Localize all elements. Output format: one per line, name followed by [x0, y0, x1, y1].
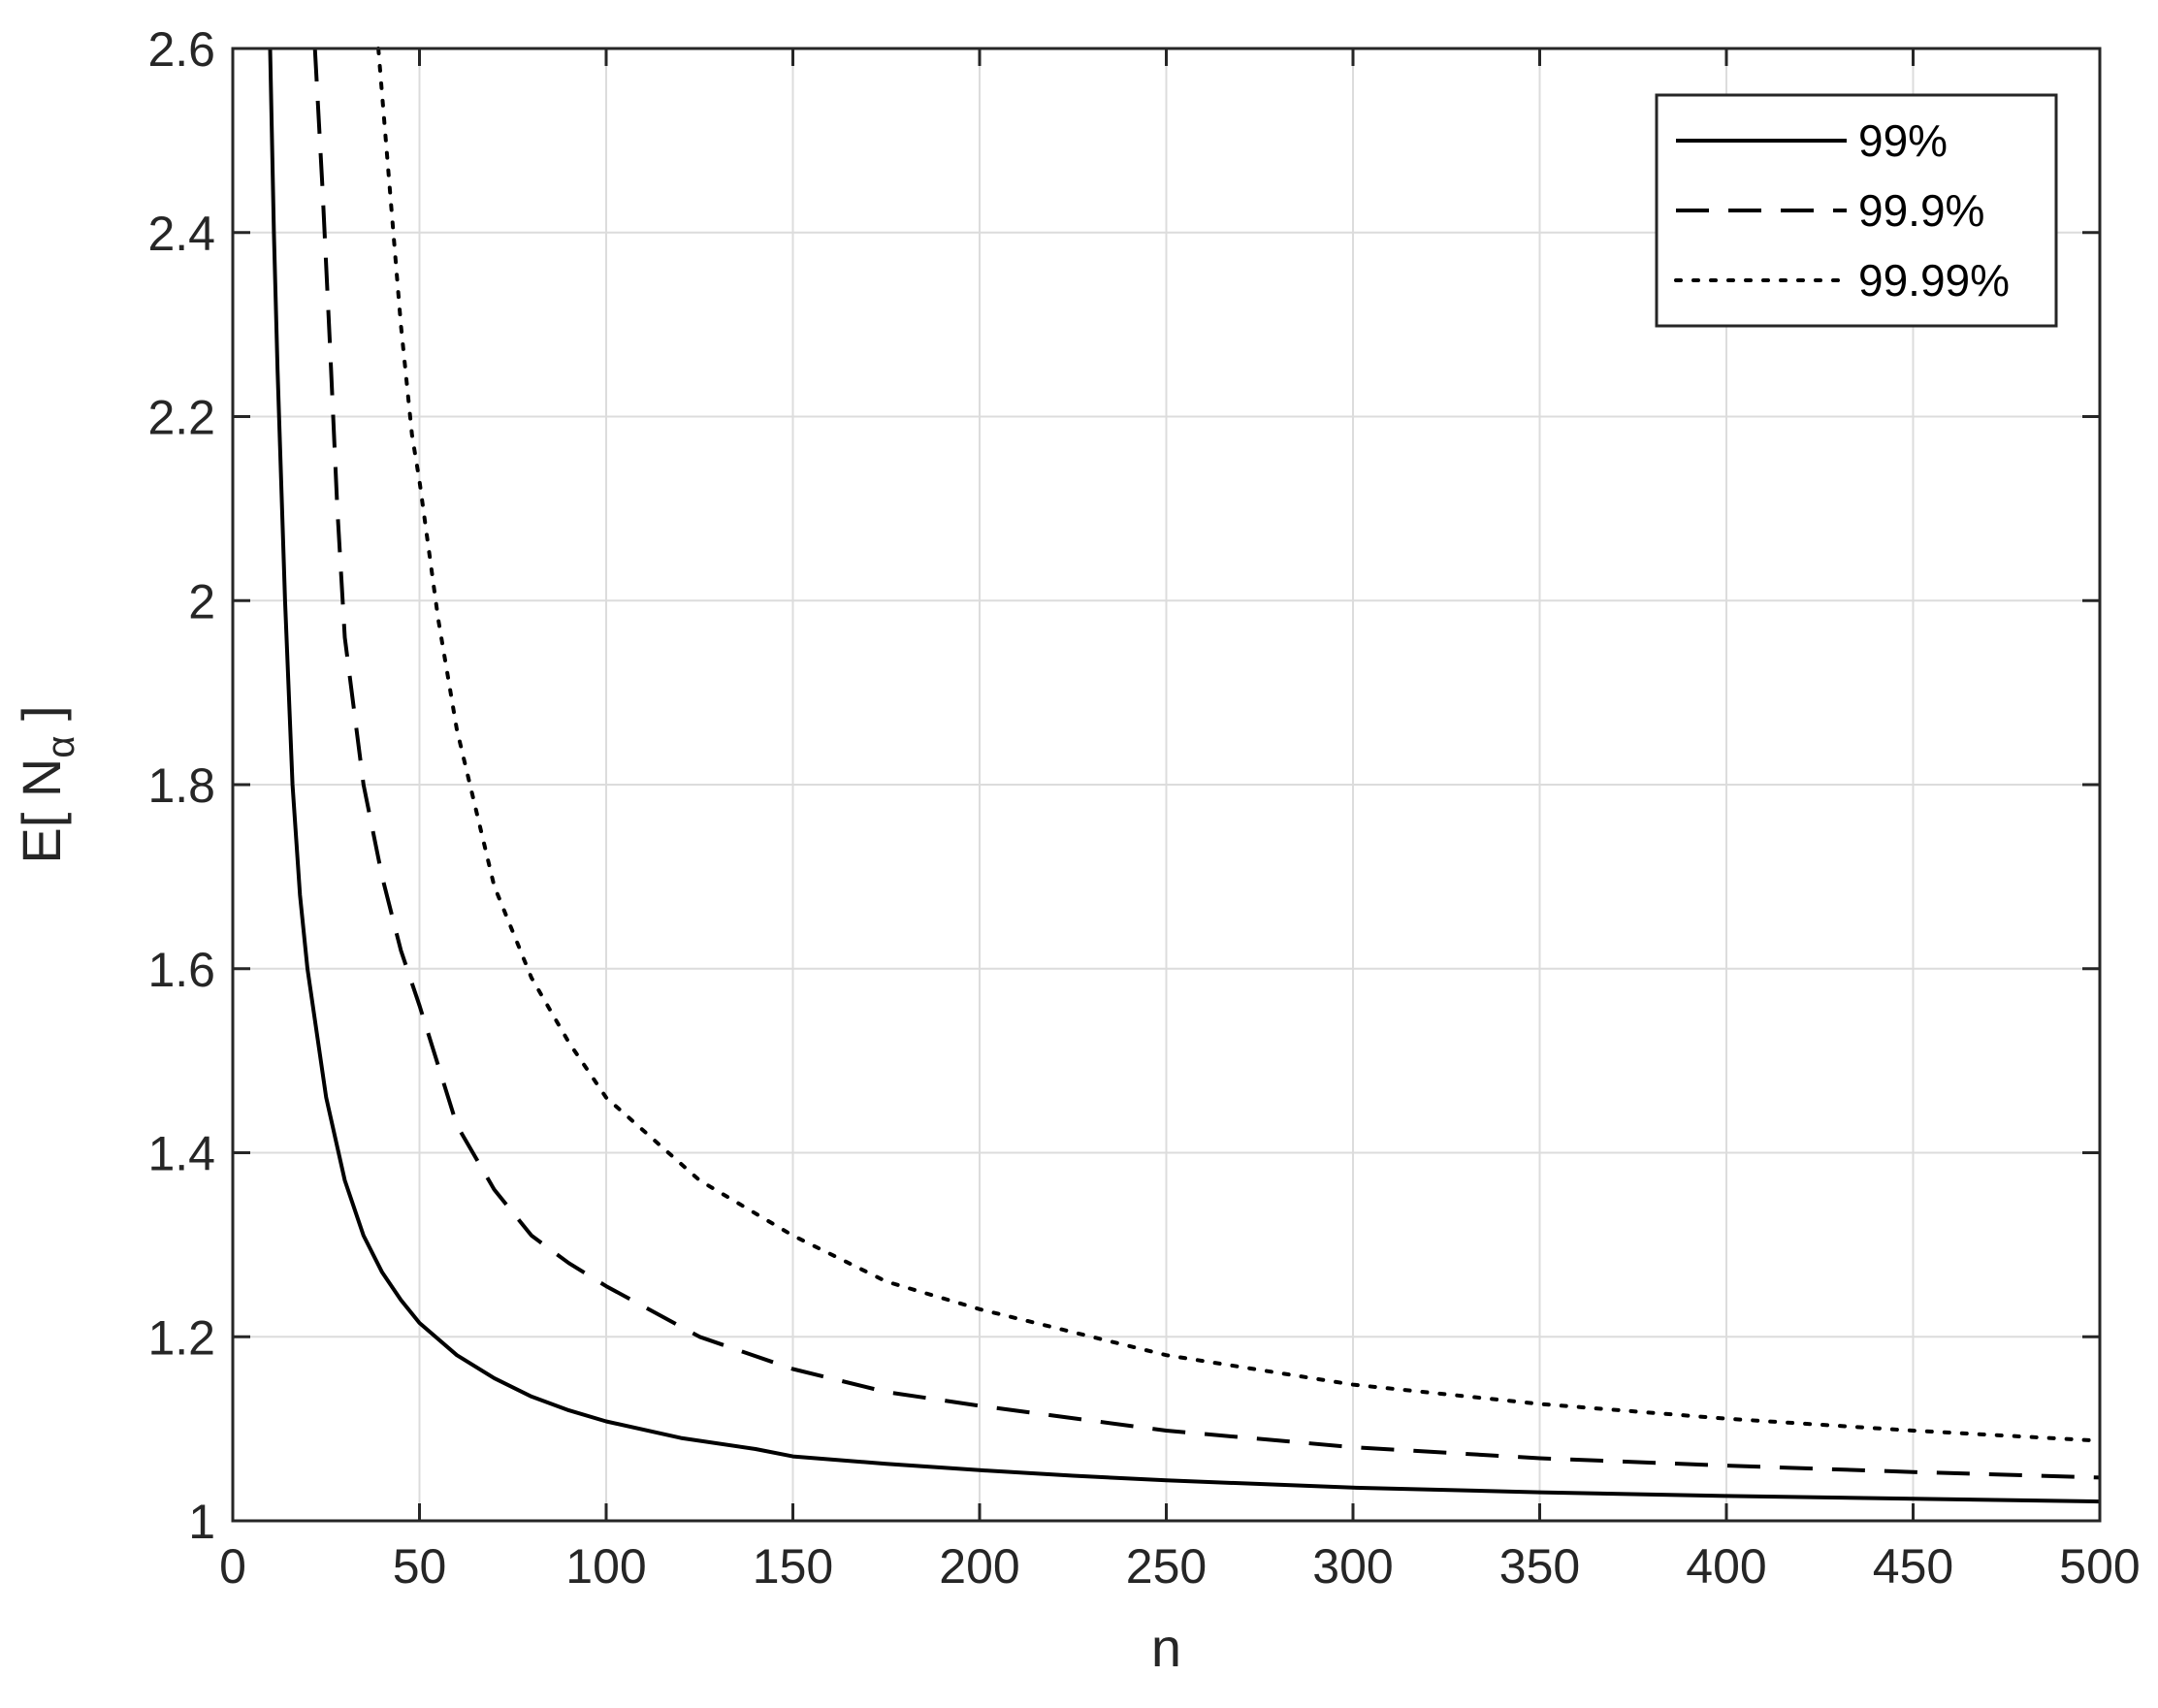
x-tick-label: 400 — [1686, 1539, 1766, 1594]
x-tick-labels: 0 50 100 150 200 250 300 350 400 450 500 — [219, 1539, 2141, 1594]
x-tick-label: 300 — [1312, 1539, 1393, 1594]
y-tick-label: 2.4 — [147, 207, 215, 261]
y-tick-label: 2 — [188, 574, 215, 628]
y-axis-label-subscript: α — [40, 736, 82, 758]
y-tick-label: 2.2 — [147, 391, 215, 445]
legend-label-1: 99% — [1858, 115, 1948, 166]
x-tick-label: 50 — [393, 1539, 447, 1594]
y-tick-label: 1.4 — [147, 1127, 215, 1181]
x-axis-label: n — [1151, 1617, 1181, 1678]
series-line-1 — [268, 48, 2101, 1504]
x-tick-label: 350 — [1499, 1539, 1580, 1594]
x-tick-label: 250 — [1126, 1539, 1207, 1594]
x-tick-label: 200 — [939, 1539, 1019, 1594]
y-axis-label: E[ Nα ] — [11, 705, 82, 863]
x-tick-label: 150 — [753, 1539, 833, 1594]
y-tick-label: 1.2 — [147, 1310, 215, 1365]
x-tick-label: 0 — [219, 1539, 246, 1594]
y-axis-label-close: ] — [11, 705, 72, 735]
x-tick-label: 100 — [565, 1539, 646, 1594]
y-tick-label: 1.6 — [147, 943, 215, 997]
y-tick-label: 1.8 — [147, 758, 215, 813]
legend: 99% 99.9% 99.99% — [1655, 93, 2058, 328]
legend-box — [1655, 93, 2058, 328]
legend-label-3: 99.99% — [1858, 255, 2010, 306]
y-tick-labels: 1 1.2 1.4 1.6 1.8 2 2.2 2.4 2.6 — [147, 22, 215, 1549]
tick-marks — [231, 47, 2102, 1523]
x-tick-label: 500 — [2059, 1539, 2140, 1594]
y-tick-label: 2.6 — [147, 22, 215, 77]
y-axis-label-main: E[ N — [11, 758, 72, 864]
series-group — [268, 47, 2102, 1504]
series-line-2 — [312, 48, 2101, 1480]
series-line-3 — [376, 47, 2102, 1443]
legend-label-2: 99.9% — [1858, 185, 1984, 236]
y-tick-label: 1 — [188, 1495, 215, 1549]
x-tick-label: 450 — [1873, 1539, 1953, 1594]
